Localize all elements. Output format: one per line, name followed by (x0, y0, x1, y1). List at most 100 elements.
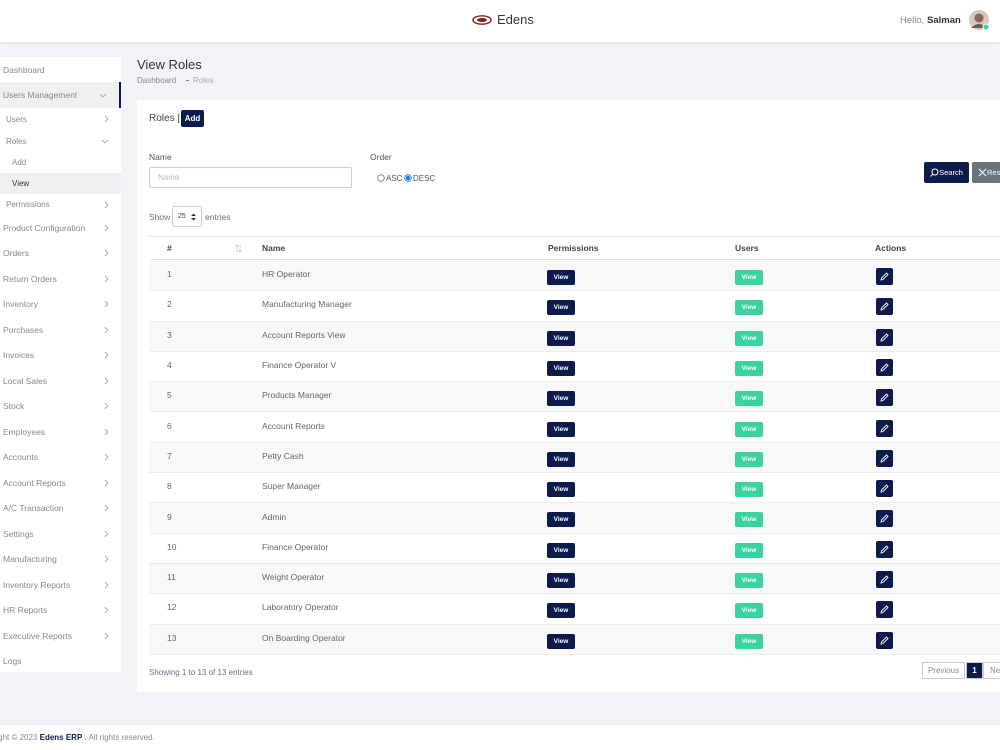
edit-button[interactable] (876, 449, 893, 467)
add-button[interactable]: Add (181, 110, 204, 127)
users-view-button[interactable]: View (735, 603, 763, 619)
edit-button[interactable] (876, 540, 893, 558)
pagination-previous[interactable]: Previous (922, 662, 965, 679)
sidebar-item[interactable]: Orders (0, 241, 121, 267)
sidebar-item[interactable]: Dashboard (0, 57, 121, 82)
sidebar-label: Dashboard (3, 64, 45, 75)
permissions-view-button[interactable]: View (547, 451, 575, 467)
sidebar-item[interactable]: Manufacturing (0, 547, 121, 573)
users-view-button[interactable]: View (735, 421, 763, 437)
permissions-view-button[interactable]: View (547, 542, 575, 558)
column-header[interactable]: Actions (860, 236, 1000, 260)
breadcrumb-link[interactable]: Dashboard (137, 76, 177, 85)
users-view-button[interactable]: View (735, 573, 763, 588)
permissions-view-button[interactable]: View (547, 512, 575, 528)
sidebar-item[interactable]: Stock (0, 394, 121, 420)
row-number: 13 (167, 632, 177, 643)
role-name: HR Operator (262, 269, 311, 280)
edit-button[interactable] (876, 480, 893, 498)
users-view-button[interactable]: View (735, 542, 763, 558)
permissions-view-button[interactable]: View (547, 603, 575, 619)
sidebar-label: View (12, 179, 30, 188)
sidebar-item[interactable]: Logs (0, 649, 121, 675)
sidebar-item[interactable]: Inventory Reports (0, 572, 121, 598)
edit-button[interactable] (876, 298, 893, 316)
search-button[interactable]: Search (924, 162, 969, 183)
sidebar-item[interactable]: Roles (0, 130, 121, 152)
sidebar-item[interactable]: View (0, 173, 121, 194)
sidebar-item[interactable]: Local Sales (0, 368, 121, 394)
edit-button[interactable] (876, 571, 893, 588)
users-view-button[interactable]: View (735, 360, 763, 376)
sidebar-item[interactable]: Settings (0, 521, 121, 547)
chevron-down (99, 93, 107, 98)
pencil-icon (880, 332, 889, 342)
users-view-button[interactable]: View (735, 633, 763, 649)
users-view-button[interactable]: View (735, 451, 763, 467)
length-select[interactable]: 25 (172, 206, 202, 227)
reset-button[interactable]: Reset (972, 162, 1000, 183)
permissions-view-button[interactable]: View (547, 421, 575, 437)
edit-button[interactable] (876, 389, 893, 407)
column-header[interactable]: # (150, 236, 247, 260)
sidebar-item[interactable]: Users (0, 108, 121, 130)
role-name: Weight Operator (262, 572, 325, 583)
edit-button[interactable] (876, 419, 893, 437)
pencil-icon (880, 393, 889, 402)
edit-button[interactable] (876, 631, 893, 649)
edit-button[interactable] (876, 328, 893, 346)
user-name[interactable]: Salman (927, 15, 961, 26)
avatar[interactable] (969, 10, 991, 32)
pencil-icon (880, 635, 889, 645)
radio-asc-label[interactable]: ASC (386, 174, 403, 183)
sidebar-item[interactable]: Executive Reports (0, 623, 121, 649)
name-input[interactable]: Name (149, 167, 352, 188)
users-view-button[interactable]: View (735, 512, 763, 528)
sidebar-item[interactable]: Users Management (0, 82, 121, 108)
sidebar-item[interactable]: Purchases (0, 317, 121, 343)
users-view-button[interactable]: View (735, 300, 763, 316)
permissions-view-button[interactable]: View (547, 330, 575, 346)
permissions-view-button[interactable]: View (547, 633, 575, 649)
sidebar-item[interactable]: Add (0, 152, 121, 173)
permissions-view-button[interactable]: View (547, 360, 575, 376)
sidebar-item[interactable]: Accounts (0, 445, 121, 471)
users-view-button[interactable]: View (735, 482, 763, 498)
sidebar-label: Users Management (3, 90, 78, 100)
users-view-button[interactable]: View (735, 330, 763, 346)
permissions-view-button[interactable]: View (547, 300, 575, 316)
edit-button[interactable] (876, 601, 893, 619)
pagination-next[interactable]: Next (983, 662, 1000, 679)
permissions-view-button[interactable]: View (547, 573, 575, 588)
column-header[interactable]: Permissions (533, 236, 720, 260)
permissions-view-button[interactable]: View (547, 482, 575, 498)
sidebar-item[interactable]: A/C Transaction (0, 496, 121, 522)
sidebar-item[interactable]: Product Configuration (0, 215, 121, 241)
edit-button[interactable] (876, 510, 893, 528)
row-number: 12 (167, 602, 177, 613)
sidebar-item[interactable]: HR Reports (0, 598, 121, 624)
permissions-view-button[interactable]: View (547, 270, 575, 285)
pencil-icon (880, 454, 889, 463)
users-view-button[interactable]: View (735, 270, 763, 285)
sidebar-item[interactable]: Inventory (0, 292, 121, 318)
sidebar-item[interactable]: Invoices (0, 343, 121, 369)
role-name: Manufacturing Manager (262, 299, 352, 310)
permissions-view-button[interactable]: View (547, 391, 575, 407)
role-name: Petty Cash (262, 450, 304, 461)
chevron-right (104, 632, 109, 640)
sidebar-item[interactable]: Permissions (0, 194, 121, 215)
sidebar-item[interactable]: Employees (0, 419, 121, 445)
column-header[interactable]: Users (720, 236, 860, 260)
sidebar-item[interactable]: Account Reports (0, 470, 121, 496)
edit-button[interactable] (876, 268, 893, 285)
company-link[interactable]: Edens ERP (39, 733, 83, 742)
select-arrows (190, 213, 196, 220)
sidebar-item[interactable]: Return Orders (0, 266, 121, 292)
pagination-page[interactable]: 1 (966, 662, 983, 679)
column-header[interactable]: Name (247, 236, 533, 260)
users-view-button[interactable]: View (735, 391, 763, 407)
edit-button[interactable] (876, 358, 893, 376)
radio-desc-label[interactable]: DESC (413, 174, 436, 183)
length-value: 25 (178, 213, 186, 220)
